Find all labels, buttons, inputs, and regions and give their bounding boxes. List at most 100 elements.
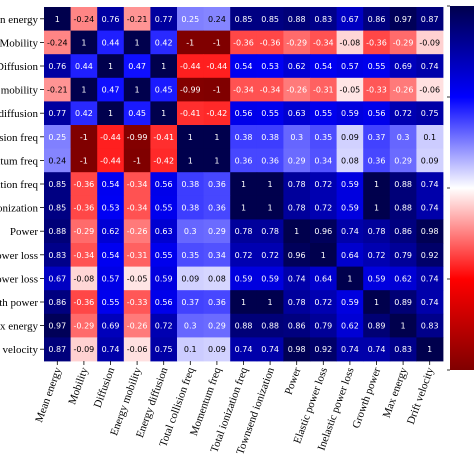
heatmap-cell <box>150 337 178 362</box>
cell-value-label: 0.56 <box>368 109 386 118</box>
cell-value-label: -0.26 <box>127 227 148 236</box>
cell-value-label: 1 <box>268 298 273 307</box>
heatmap-cell <box>97 172 125 197</box>
heatmap-cell <box>389 148 417 173</box>
heatmap-cell <box>310 148 337 173</box>
cell-value-label: 0.59 <box>155 274 173 283</box>
heatmap-cell <box>416 30 444 55</box>
cell-value-label: 1 <box>268 180 273 189</box>
heatmap-cell <box>203 54 231 79</box>
heatmap-cell <box>363 219 391 244</box>
heatmap-cell <box>97 7 125 31</box>
cell-value-label: 0.72 <box>235 251 253 260</box>
heatmap-cell <box>389 30 417 55</box>
colorbar <box>450 6 474 370</box>
heatmap-cell <box>44 290 71 315</box>
heatmap-cell <box>336 125 364 149</box>
heatmap-cells: 1 -0.24 0.76 -0.21 0.77 0.25 0.24 0.85 0.85 0.88 0… <box>44 7 444 362</box>
heatmap-cell <box>150 7 178 31</box>
heatmap-cell <box>203 337 231 362</box>
cell-value-label: 0.87 <box>48 345 66 354</box>
heatmap-cell <box>123 101 151 126</box>
cell-value-label: 0.72 <box>261 251 279 260</box>
cell-value-label: 0.88 <box>288 15 306 24</box>
cell-value-label: 0.86 <box>288 322 306 331</box>
heatmap-cell <box>416 101 444 126</box>
cell-value-label: -1 <box>213 86 221 95</box>
cell-value-label: 0.59 <box>341 204 359 213</box>
column-label: Drift velocity <box>405 365 437 426</box>
cell-value-label: -0.42 <box>207 109 228 118</box>
heatmap-cell <box>150 219 178 244</box>
heatmap-cell <box>363 266 391 291</box>
heatmap-cell <box>177 243 204 267</box>
cell-value-label: 1 <box>374 298 379 307</box>
heatmap-cell <box>123 148 151 173</box>
heatmap-cell <box>70 243 98 267</box>
heatmap-cell <box>283 195 311 220</box>
heatmap-cell <box>150 243 178 267</box>
heatmap-cell <box>70 125 98 149</box>
cell-value-label: 0.36 <box>235 156 253 165</box>
cell-value-label: 0.47 <box>128 62 146 71</box>
cell-value-label: 0.53 <box>102 204 120 213</box>
cell-value-label: 0.24 <box>208 15 226 24</box>
cell-value-label: 0.86 <box>48 298 66 307</box>
cell-value-label: 0.1 <box>184 345 197 354</box>
heatmap-cell <box>203 148 231 173</box>
cell-value-label: -0.44 <box>207 62 228 71</box>
cell-value-label: 0.72 <box>314 204 332 213</box>
cell-value-label: 0.25 <box>181 15 199 24</box>
cell-value-label: 0.55 <box>368 62 386 71</box>
heatmap-cell <box>283 313 311 338</box>
column-label: Mean energy <box>33 365 64 424</box>
cell-value-label: 0.45 <box>155 86 173 95</box>
heatmap-cell <box>97 54 125 79</box>
cell-value-label: 0.88 <box>394 180 412 189</box>
row-label: Elastic power loss <box>0 250 38 262</box>
cell-value-label: -0.05 <box>340 86 361 95</box>
cell-value-label: -0.34 <box>74 251 95 260</box>
heatmap-cell <box>123 77 151 102</box>
cell-value-label: -0.29 <box>393 38 414 47</box>
cell-value-label: 0.3 <box>397 133 410 142</box>
cell-value-label: 0.62 <box>102 227 120 236</box>
cell-value-label: 0.45 <box>128 109 146 118</box>
heatmap-cell <box>283 337 311 362</box>
column-label: Power <box>283 366 304 397</box>
cell-value-label: 0.74 <box>421 204 439 213</box>
cell-value-label: 1 <box>214 133 219 142</box>
cell-value-label: 0.54 <box>314 62 332 71</box>
cell-value-label: -0.41 <box>180 109 201 118</box>
heatmap-cell <box>97 219 125 244</box>
row-label: Power <box>10 226 38 238</box>
cell-value-label: 1 <box>241 180 246 189</box>
heatmap-cell <box>150 77 178 102</box>
cell-value-label: -0.36 <box>233 38 254 47</box>
heatmap-cell <box>97 101 125 126</box>
cell-value-label: 0.79 <box>394 251 412 260</box>
cell-value-label: 0.89 <box>368 322 386 331</box>
row-label: Total ionization freq <box>0 179 38 191</box>
cell-value-label: 0.72 <box>314 298 332 307</box>
heatmap-cell <box>44 195 71 220</box>
cell-value-label: 0.38 <box>261 133 279 142</box>
heatmap-cell <box>416 290 444 315</box>
heatmap-cell <box>97 337 125 362</box>
heatmap-cell <box>336 243 364 267</box>
cell-value-label: 0.59 <box>341 298 359 307</box>
cell-value-label: 0.59 <box>261 274 279 283</box>
heatmap-cell <box>123 54 151 79</box>
heatmap-cell <box>336 219 364 244</box>
cell-value-label: 0.78 <box>368 227 386 236</box>
heatmap-cell <box>177 313 204 338</box>
cell-value-label: 1 <box>214 156 219 165</box>
heatmap-cell <box>123 125 151 149</box>
cell-value-label: 0.29 <box>394 156 412 165</box>
heatmap-cell <box>230 101 258 126</box>
cell-value-label: -0.34 <box>260 86 281 95</box>
cell-value-label: 0.29 <box>288 156 306 165</box>
heatmap-cell <box>389 290 417 315</box>
cell-value-label: 1 <box>161 62 166 71</box>
cell-value-label: -0.44 <box>180 62 201 71</box>
